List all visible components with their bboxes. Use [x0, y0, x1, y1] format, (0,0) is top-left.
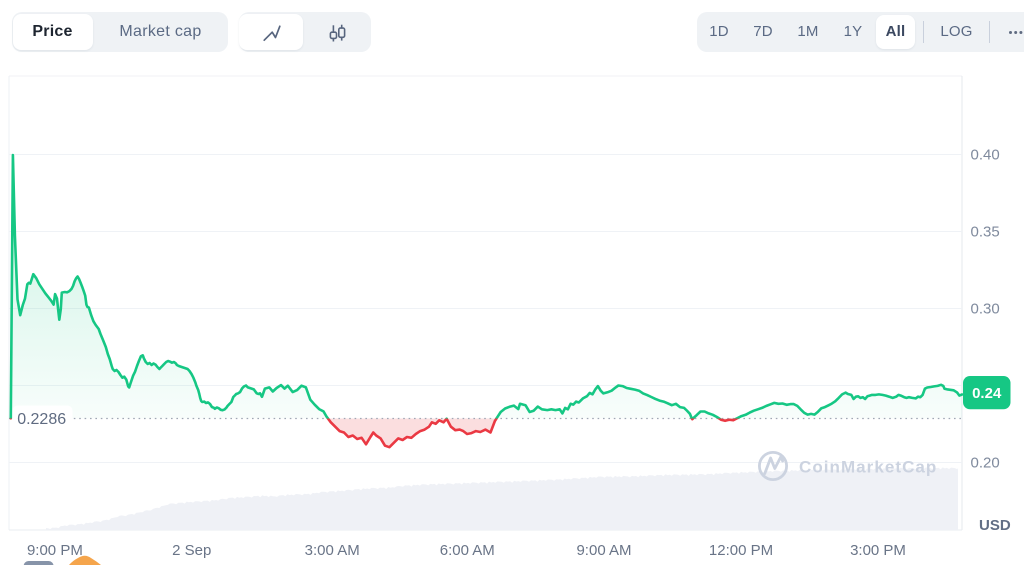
svg-text:9:00 AM: 9:00 AM [576, 542, 631, 559]
svg-text:3:00 PM: 3:00 PM [850, 542, 906, 559]
svg-text:0.40: 0.40 [971, 147, 1000, 164]
svg-text:0.30: 0.30 [971, 301, 1000, 318]
svg-text:CoinMarketCap: CoinMarketCap [799, 458, 937, 477]
svg-text:0.35: 0.35 [971, 224, 1000, 241]
svg-text:USD: USD [979, 517, 1011, 534]
svg-text:2 Sep: 2 Sep [172, 542, 211, 559]
svg-text:9:00 PM: 9:00 PM [27, 542, 83, 559]
svg-text:6:00 AM: 6:00 AM [440, 542, 495, 559]
svg-text:12:00 PM: 12:00 PM [709, 542, 773, 559]
svg-text:3:00 AM: 3:00 AM [305, 542, 360, 559]
svg-text:0.20: 0.20 [971, 455, 1000, 472]
svg-text:0.24: 0.24 [972, 385, 1002, 402]
svg-text:0.2286: 0.2286 [17, 411, 66, 428]
